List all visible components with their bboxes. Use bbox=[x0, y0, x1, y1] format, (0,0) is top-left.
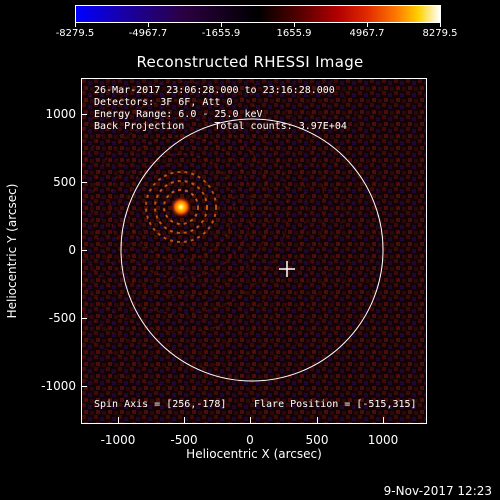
colorbar-tick bbox=[367, 23, 368, 27]
solar-limb-circle bbox=[120, 118, 384, 382]
fringe-ring bbox=[82, 79, 334, 360]
fringe-ring bbox=[82, 79, 370, 396]
fringe-ring bbox=[118, 144, 244, 270]
reconstructed-image bbox=[82, 79, 426, 423]
fringe-ring bbox=[127, 153, 235, 261]
fringe-ring bbox=[82, 90, 298, 324]
y-tick-label: 500 bbox=[53, 175, 76, 189]
colorbar-tick bbox=[75, 23, 76, 27]
y-tick bbox=[81, 386, 87, 387]
info-energy-range: Energy Range: 6.0 - 25.0 keV bbox=[94, 109, 263, 120]
fringe-ring bbox=[82, 79, 352, 378]
colorbar-tick bbox=[221, 23, 222, 27]
colorbar-tick bbox=[294, 23, 295, 27]
info-method-counts: Back Projection Total counts: 3.97E+04 bbox=[94, 121, 347, 132]
fringe-ring bbox=[154, 180, 208, 234]
footer-date: 9-Nov-2017 12:23 bbox=[383, 484, 492, 498]
x-tick-label: 500 bbox=[305, 433, 329, 447]
fringe-ring bbox=[91, 117, 271, 297]
x-tick bbox=[383, 417, 384, 423]
colorbar-label: -4967.7 bbox=[128, 28, 168, 39]
y-tick bbox=[81, 182, 87, 183]
image-plot-area: 26-Mar-2017 23:06:28.000 to 23:16:28.000… bbox=[81, 78, 427, 424]
fringe-ring bbox=[82, 79, 325, 351]
colorbar-label: 1655.9 bbox=[276, 28, 312, 39]
colorbar-label: 4967.7 bbox=[349, 28, 385, 39]
fringe-ring bbox=[136, 162, 226, 252]
fringe-ring bbox=[100, 126, 262, 288]
source-rings bbox=[82, 79, 388, 414]
y-tick bbox=[81, 318, 87, 319]
colorbar-tick bbox=[148, 23, 149, 27]
x-tick bbox=[250, 417, 251, 423]
x-tick-label: -500 bbox=[170, 433, 198, 447]
fringe-ring bbox=[163, 189, 199, 225]
flare-position-text: Flare Position = [-515,315] bbox=[254, 399, 417, 410]
fringe-ring bbox=[82, 79, 316, 342]
colorbar-tick bbox=[440, 23, 441, 27]
info-detectors: Detectors: 3F 6F, Att 0 bbox=[94, 97, 233, 108]
x-tick-label: 1000 bbox=[367, 433, 399, 447]
spin-axis-text: Spin Axis = [256,-178] bbox=[94, 399, 227, 410]
fringe-ring bbox=[82, 99, 289, 315]
x-tick bbox=[118, 417, 119, 423]
y-tick-label: -1000 bbox=[41, 379, 76, 393]
fringe-ring bbox=[145, 171, 217, 243]
fringe-ring bbox=[82, 79, 343, 369]
colorbar-label: -1655.9 bbox=[201, 28, 241, 39]
spin-axis-marker bbox=[279, 261, 295, 277]
x-tick bbox=[317, 417, 318, 423]
colorbar bbox=[75, 5, 441, 23]
fringe-ring bbox=[82, 79, 388, 414]
y-tick-label: -500 bbox=[48, 311, 76, 325]
x-tick-label: -1000 bbox=[100, 433, 136, 447]
y-tick-label: 0 bbox=[68, 243, 76, 257]
y-axis-title: Heliocentric Y (arcsec) bbox=[5, 183, 19, 319]
fringe-ring bbox=[82, 81, 307, 333]
y-tick-label: 1000 bbox=[45, 107, 76, 121]
fringe-ring bbox=[82, 79, 379, 405]
colorbar-label: -8279.5 bbox=[55, 28, 95, 39]
fringe-ring bbox=[82, 108, 280, 306]
noise-background bbox=[82, 79, 426, 423]
x-tick bbox=[184, 417, 185, 423]
x-axis-title: Heliocentric X (arcsec) bbox=[186, 447, 322, 461]
fringe-ring bbox=[82, 79, 361, 387]
info-time-range: 26-Mar-2017 23:06:28.000 to 23:16:28.000 bbox=[94, 85, 335, 96]
fringe-ring bbox=[109, 135, 253, 279]
colorbar-label: 8279.5 bbox=[422, 28, 458, 39]
y-tick bbox=[81, 250, 87, 251]
plot-title: Reconstructed RHESSI Image bbox=[136, 53, 364, 71]
flare-source bbox=[170, 196, 192, 218]
x-tick-label: 0 bbox=[246, 433, 254, 447]
y-tick bbox=[81, 114, 87, 115]
